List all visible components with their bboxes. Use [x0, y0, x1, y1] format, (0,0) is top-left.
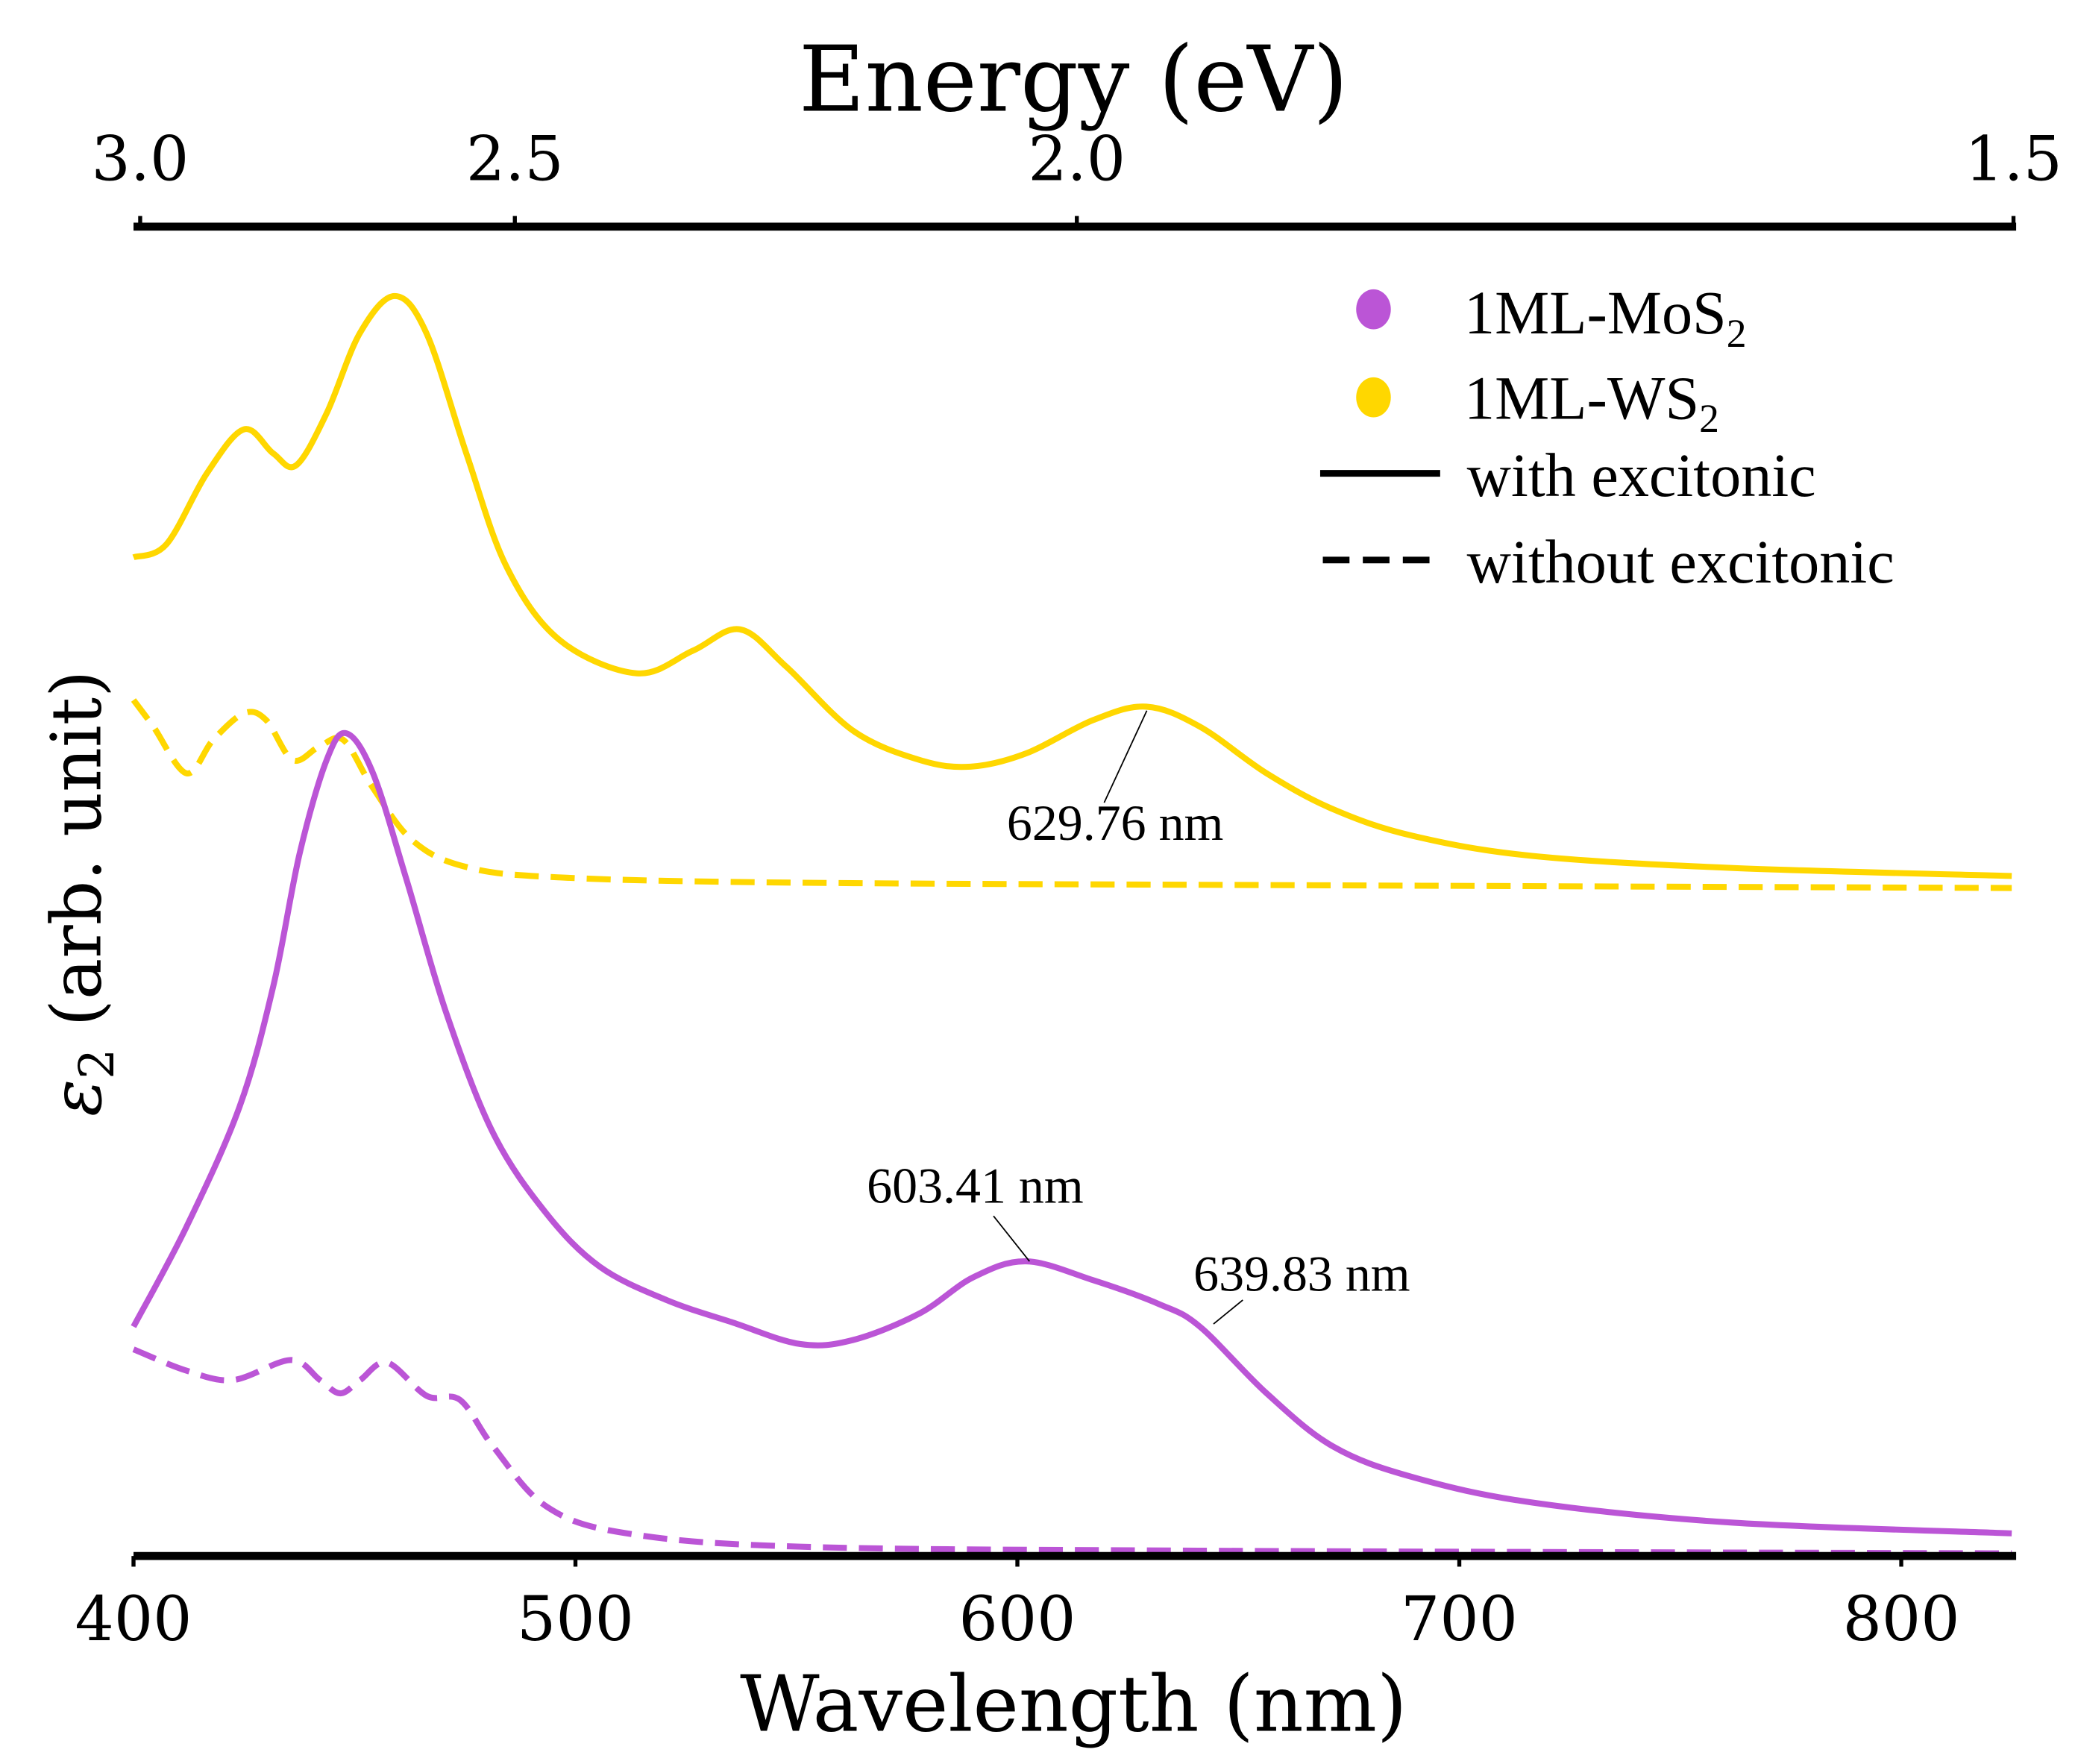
- curves: [131, 292, 2012, 1557]
- x-tick-label: 500: [517, 1584, 634, 1655]
- legend-label-without-excitonic: without excitonic: [1467, 528, 1895, 596]
- legend-marker-ws2: [1356, 377, 1391, 418]
- top-tick-label: 3.0: [92, 124, 189, 195]
- x-tick-label: 400: [75, 1584, 192, 1655]
- annotation-639-83: 639.83 nm: [1193, 1245, 1410, 1302]
- legend-label-ws2: 1ML-WS2: [1464, 364, 1719, 441]
- legend: 1ML-MoS2 1ML-WS2 with excitonic without …: [1319, 279, 1895, 596]
- x-axis-label: Wavelength (nm): [740, 1660, 1407, 1749]
- top-ticks: 3.0 2.5 2.0 1.5: [92, 124, 2062, 227]
- top-tick-label: 2.5: [466, 124, 564, 195]
- x-ticks: 400 500 600 700 800: [75, 1556, 1960, 1655]
- top-axis-label: Energy (eV): [799, 26, 1349, 132]
- legend-marker-mos2: [1356, 289, 1391, 330]
- series-1ml-ws2-with-excitonic: [132, 292, 2012, 879]
- x-tick-label: 800: [1843, 1584, 1960, 1655]
- top-tick-label: 2.0: [1028, 124, 1126, 195]
- annotations: 629.76 nm 603.41 nm 639.83 nm: [867, 710, 1410, 1325]
- annotation-leader-629: [1103, 710, 1148, 803]
- y-axis-label: ε2 (arb. unit): [36, 671, 125, 1117]
- series-1ml-mos2-without-excitonic: [132, 1346, 2012, 1557]
- top-tick-label: 1.5: [1965, 124, 2062, 195]
- series-1ml-mos2-with-excitonic: [131, 729, 2012, 1537]
- annotation-603-41: 603.41 nm: [867, 1157, 1084, 1214]
- legend-label-with-excitonic: with excitonic: [1467, 442, 1816, 509]
- annotation-leader-603: [993, 1215, 1030, 1262]
- annotation-leader-639: [1213, 1299, 1243, 1325]
- series-1ml-ws2-without-excitonic: [131, 698, 2012, 891]
- x-tick-label: 600: [959, 1584, 1076, 1655]
- x-tick-label: 700: [1401, 1584, 1518, 1655]
- legend-label-mos2: 1ML-MoS2: [1464, 279, 1747, 356]
- annotation-629-76: 629.76 nm: [1007, 794, 1224, 851]
